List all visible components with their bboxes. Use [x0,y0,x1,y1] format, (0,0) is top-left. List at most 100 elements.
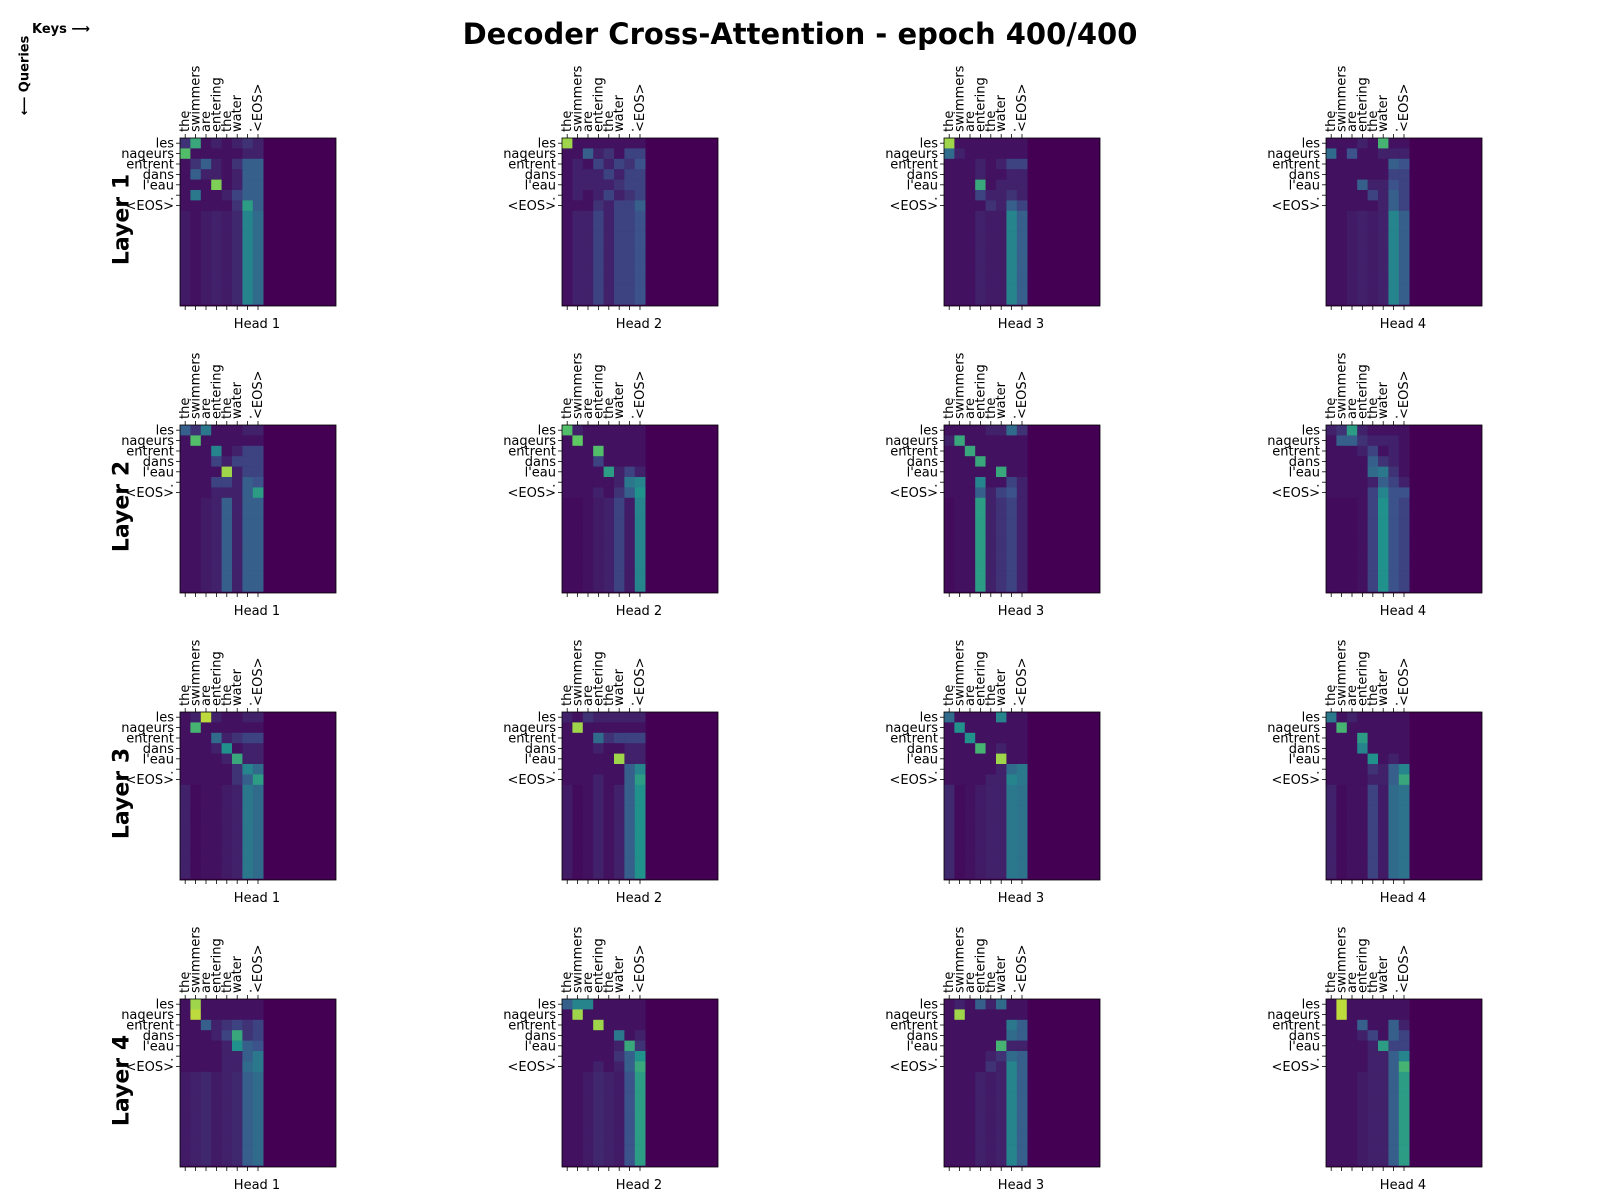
heatmap-cell [634,148,646,160]
query-token-label: nageurs [503,721,556,736]
heatmap-cell [211,999,222,1010]
heatmap-cell [996,445,1007,457]
heatmap-cell [944,425,955,436]
heatmap-cell [1006,190,1018,201]
heatmap-cell [614,581,625,592]
heatmap-cell [1346,1030,1358,1041]
heatmap-cell [562,712,573,723]
heatmap-cell [954,425,966,436]
heatmap-cell [985,1071,997,1083]
heatmap-cell [562,1019,573,1031]
key-token-label: water [230,381,245,419]
heatmap-cell [614,221,625,232]
heatmap-cell [614,466,625,478]
heatmap-cell [985,148,997,160]
query-token-label: dans [525,742,556,757]
heatmap-cell [252,242,264,253]
heatmap-cell [944,570,955,582]
heatmap-cell [562,231,573,243]
heatmap-cell [252,435,264,447]
heatmap-cell [964,138,976,149]
heatmap-cell [1398,570,1410,582]
head-label: Head 4 [1380,604,1426,619]
heatmap-cell [1378,231,1389,243]
heatmap-cell [1367,445,1379,457]
heatmap-cell [975,1113,986,1125]
heatmap-cell [964,1009,976,1021]
heatmap-cell [1357,148,1368,160]
heatmap-cell [1336,1103,1348,1114]
heatmap-cell [1378,1071,1389,1083]
heatmap-cell [944,847,955,858]
key-token-label: entering [591,651,606,706]
heatmap-cell [1378,816,1389,827]
heatmap-cell [996,1040,1007,1052]
heatmap-cell [996,283,1007,295]
heatmap-cell [954,560,966,571]
heatmap-cell [593,774,604,786]
heatmap-cell [964,221,976,232]
heatmap-cell [1378,764,1389,775]
key-token-label: the [942,111,957,132]
heatmap-cell [1367,795,1379,806]
heatmap-cell [211,425,222,436]
heatmap-cell [603,210,615,222]
heatmap-cell [634,826,646,838]
heatmap-cell [603,445,615,457]
heatmap-cell [572,508,584,519]
heatmap-cell [603,508,615,519]
heatmap-cell [562,169,573,180]
heatmap-cell [1357,1082,1368,1093]
heatmap-cell [232,148,243,160]
key-token-label: are [199,111,214,132]
heatmap-cell [190,497,202,509]
key-token-label: swimmers [189,926,204,993]
heatmap-cell [985,784,997,796]
heatmap-cell [944,816,955,827]
key-token-label: are [963,972,978,993]
heatmap-cell [954,435,966,447]
heatmap-cell [252,774,264,786]
heatmap-cell [593,570,604,582]
heatmap-cell [190,999,202,1010]
heatmap-cell [1006,1071,1018,1083]
heatmap-cell [180,712,191,723]
heatmap-cell [582,836,594,848]
heatmap-cell [1367,242,1379,253]
heatmap-cell [1006,999,1018,1010]
heatmap-cell [975,518,986,530]
heatmap-cell [996,487,1007,499]
heatmap-cell [211,179,222,191]
heatmap-cell [1388,242,1400,253]
heatmap-cell [572,1134,584,1145]
heatmap-cell [221,294,233,305]
heatmap-cell [190,764,202,775]
heatmap-cell [985,560,997,571]
heatmap-cell [242,1103,254,1114]
heatmap-cell [232,477,243,488]
heatmap-cell [190,1134,202,1145]
heatmap-cell [1346,732,1358,744]
heatmap-cell [985,252,997,264]
heatmap-cell [603,1113,615,1125]
heatmap-cell [180,445,191,457]
heatmap-cell [964,560,976,571]
key-token-label: swimmers [571,352,586,419]
heatmap-cell [985,425,997,436]
heatmap-cell [562,753,573,765]
heatmap-cell [1326,1113,1337,1125]
heatmap-cell [1326,497,1337,509]
heatmap-cell [634,1155,646,1166]
heatmap-cell [1006,445,1018,457]
key-token-label: are [963,398,978,419]
heatmap-cell [572,1019,584,1031]
heatmap-cell [190,148,202,160]
heatmap-cell [1336,795,1348,806]
heatmap-cell [1388,252,1400,264]
heatmap-cell [1357,836,1368,848]
heatmap-cell [1346,1009,1358,1021]
heatmap-cell [964,1123,976,1135]
heatmap-cell [614,445,625,457]
heatmap-cell [1326,732,1337,744]
heatmap-cell [624,283,636,295]
